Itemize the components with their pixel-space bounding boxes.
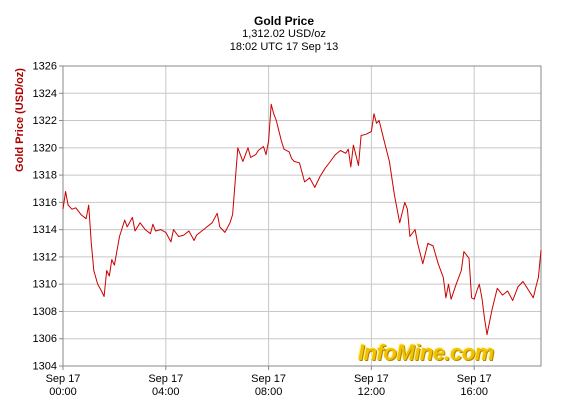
y-tick-label: 1310 [33, 279, 57, 291]
x-tick-label-time: 12:00 [358, 386, 386, 398]
x-tick-label-time: 16:00 [460, 386, 488, 398]
y-tick-label: 1312 [33, 251, 57, 263]
y-tick-label: 1322 [33, 115, 57, 127]
plot-area [63, 66, 541, 366]
y-tick-label: 1316 [33, 197, 57, 209]
x-tick-label-time: 08:00 [255, 386, 283, 398]
chart-subtitle-price: 1,312.02 USD/oz [242, 28, 326, 40]
x-tick-label-time: 00:00 [49, 386, 77, 398]
chart-title-block: Gold Price 1,312.02 USD/oz 18:02 UTC 17 … [0, 14, 568, 54]
y-tick-label: 1314 [33, 224, 57, 236]
chart-subtitle-timestamp: 18:02 UTC 17 Sep '13 [229, 41, 339, 53]
y-tick-label: 1308 [33, 306, 57, 318]
x-tick-label-date: Sep 17 [457, 373, 492, 385]
x-tick-label-time: 04:00 [152, 386, 180, 398]
watermark-logo: InfoMine.com [358, 340, 494, 365]
x-tick-label-date: Sep 17 [148, 373, 183, 385]
x-tick-label-date: Sep 17 [46, 373, 81, 385]
plot-border [62, 65, 542, 367]
y-tick-label: 1306 [33, 333, 57, 345]
y-tick-label: 1318 [33, 170, 57, 182]
y-tick-label: 1326 [33, 61, 57, 73]
chart-title: Gold Price [253, 14, 315, 28]
y-tick-label: 1320 [33, 142, 57, 154]
y-tick-label: 1304 [33, 361, 57, 373]
y-tick-label: 1324 [33, 88, 57, 100]
price-series-line [62, 103, 542, 336]
x-tick-label-date: Sep 17 [354, 373, 389, 385]
x-tick-label-date: Sep 17 [251, 373, 286, 385]
